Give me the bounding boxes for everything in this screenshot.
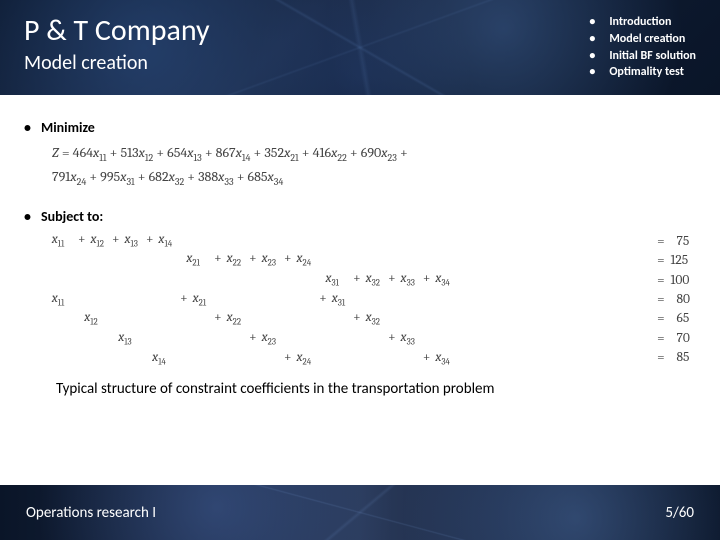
- agenda-item: Introduction: [589, 14, 696, 31]
- subject-to-label: Subject to:: [24, 208, 696, 225]
- objective-equation: Z = 464x11 + 513x12 + 654x13 + 867x14 + …: [52, 142, 696, 190]
- agenda-item: Model creation: [589, 31, 696, 48]
- constraint-rhs: = 75= 125= 100= 80= 65= 70= 85: [651, 231, 696, 369]
- agenda-item: Optimality test: [589, 64, 696, 81]
- agenda-list: Introduction Model creation Initial BF s…: [589, 14, 696, 95]
- slide-content: Minimize Z = 464x11 + 513x12 + 654x13 + …: [0, 95, 720, 398]
- caption-text: Typical structure of constraint coeffici…: [56, 380, 696, 398]
- header-titles: P & T Company Model creation: [24, 8, 210, 95]
- footer-page: 5/60: [665, 504, 694, 522]
- footer-course: Operations research I: [26, 504, 156, 522]
- agenda-item: Initial BF solution: [589, 48, 696, 65]
- constraints-block: x11+ x12+ x13+ x14x21+ x22+ x23+ x24x31+…: [42, 231, 696, 369]
- slide-header: P & T Company Model creation Introductio…: [0, 0, 720, 95]
- minimize-label: Minimize: [24, 119, 696, 136]
- slide-footer: Operations research I 5/60: [0, 485, 720, 540]
- constraint-matrix: x11+ x12+ x13+ x14x21+ x22+ x23+ x24x31+…: [42, 231, 454, 369]
- slide-title: P & T Company: [24, 12, 210, 49]
- slide-subtitle: Model creation: [24, 51, 210, 75]
